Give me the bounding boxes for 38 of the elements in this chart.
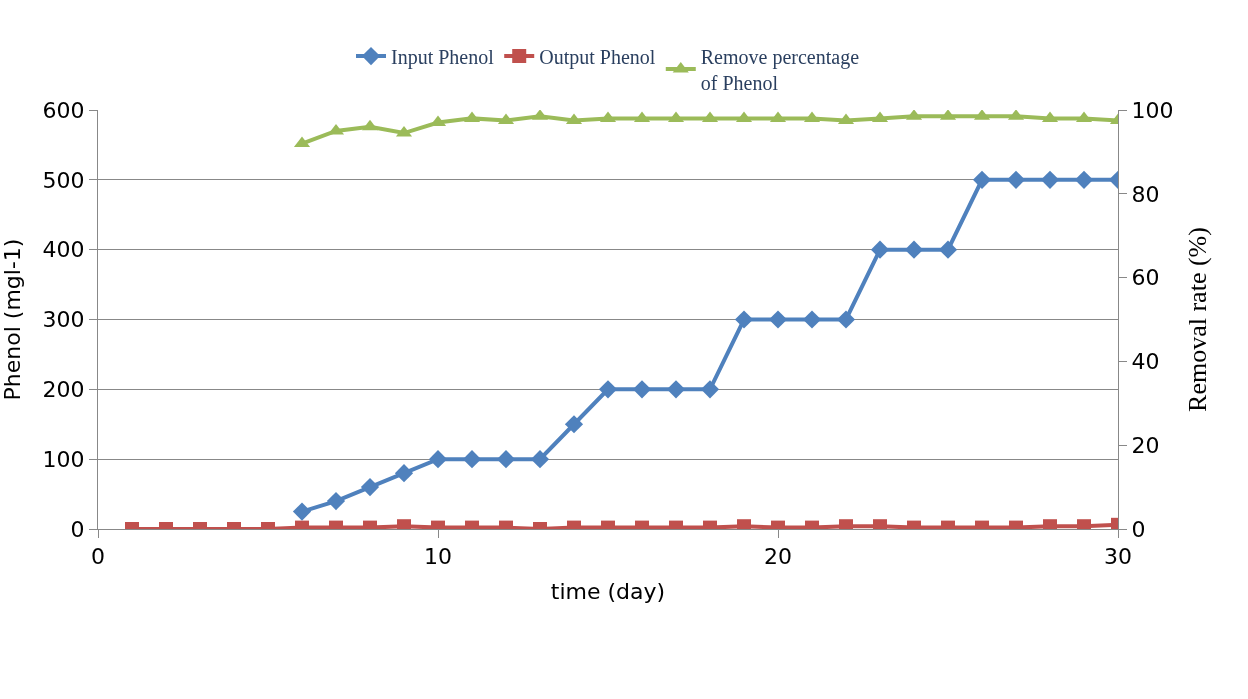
x-tick-label: 30 <box>1104 544 1132 570</box>
y-tick-label: 300 <box>42 307 85 333</box>
y-tick-label: 500 <box>42 167 85 193</box>
legend-label: Input Phenol <box>391 45 495 69</box>
y2-tick-label: 60 <box>1131 265 1160 291</box>
x-tick-label: 20 <box>764 544 792 570</box>
y2-tick-label: 0 <box>1131 516 1146 542</box>
y-tick-label: 400 <box>42 237 85 263</box>
point <box>632 380 652 399</box>
y-tick-label: 100 <box>42 446 85 472</box>
point <box>768 310 788 329</box>
point <box>734 310 754 329</box>
point <box>700 380 720 399</box>
y2-tick-label: 80 <box>1131 181 1160 207</box>
point <box>870 240 890 259</box>
point <box>904 240 924 259</box>
point <box>666 380 686 399</box>
x-tick-label: 10 <box>424 544 452 570</box>
y2-tick-label: 40 <box>1131 349 1160 375</box>
y2-axis-title: Removal rate (%) <box>1183 227 1213 412</box>
legend-label: Remove percentage of Phenol <box>700 45 860 94</box>
x-axis-title: time (day) <box>550 579 666 605</box>
y2-tick-label: 100 <box>1131 97 1174 123</box>
point <box>1040 170 1060 189</box>
y2-tick-label: 20 <box>1131 432 1160 458</box>
point <box>1074 170 1094 189</box>
x-tick-label: 0 <box>91 544 105 570</box>
point <box>972 170 992 189</box>
point <box>938 240 958 259</box>
y-axis-title: Phenol (mgl-1) <box>0 238 26 401</box>
legend-label: Output Phenol <box>539 45 656 69</box>
point <box>598 380 618 399</box>
point <box>802 310 822 329</box>
y-tick-label: 200 <box>42 377 85 403</box>
y-tick-label: 600 <box>42 97 85 123</box>
y-tick-label: 0 <box>70 516 85 542</box>
point <box>836 310 856 329</box>
point <box>1006 170 1026 189</box>
